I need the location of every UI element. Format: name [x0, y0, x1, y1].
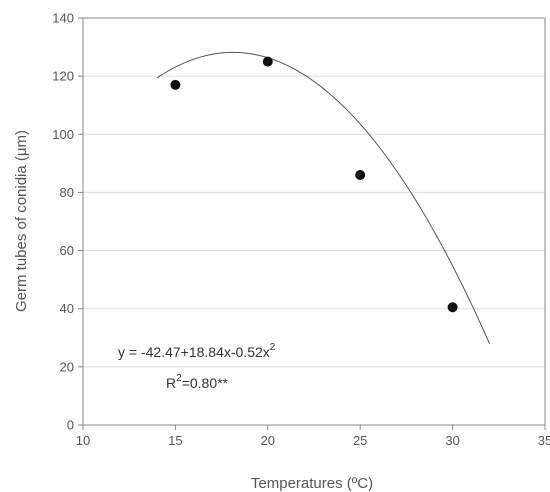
y-tick-label: 140 [52, 11, 74, 26]
y-tick-label: 40 [60, 301, 74, 316]
y-tick-label: 80 [60, 185, 74, 200]
x-tick-label: 35 [538, 433, 550, 448]
trend-curve [156, 51, 491, 345]
equation-label: y = -42.47+18.84x-0.52x2 [118, 342, 276, 360]
data-points [170, 56, 458, 313]
x-axis-title: Temperatures (ºC) [251, 475, 373, 492]
y-axis-title: Germ tubes of conidia (μm) [13, 130, 30, 312]
y-tick-label: 20 [60, 359, 74, 374]
grid-lines [83, 75, 545, 368]
data-point [447, 302, 458, 313]
axis-ticks: 0 20 40 60 80 100 120 140 10 15 20 25 30 35 [52, 11, 550, 449]
r-squared-prefix: R [166, 375, 176, 391]
r-squared-value: =0.80** [182, 375, 229, 391]
r-squared-exponent: 2 [176, 373, 182, 384]
data-point [262, 56, 273, 67]
x-tick-label: 10 [76, 433, 90, 448]
data-point [355, 169, 366, 180]
y-tick-label: 100 [52, 127, 74, 142]
equation-main: y = -42.47+18.84x-0.52x [118, 344, 270, 360]
y-tick-label: 120 [52, 69, 74, 84]
data-point [170, 79, 181, 90]
plot-area [82, 17, 546, 426]
r-squared-label: R2=0.80** [166, 373, 229, 391]
y-tick-label: 60 [60, 243, 74, 258]
x-tick-label: 30 [445, 433, 459, 448]
equation-exponent: 2 [270, 342, 276, 353]
y-tick-label: 0 [67, 418, 74, 433]
x-tick-label: 20 [261, 433, 275, 448]
x-tick-label: 25 [353, 433, 367, 448]
x-tick-label: 15 [168, 433, 182, 448]
